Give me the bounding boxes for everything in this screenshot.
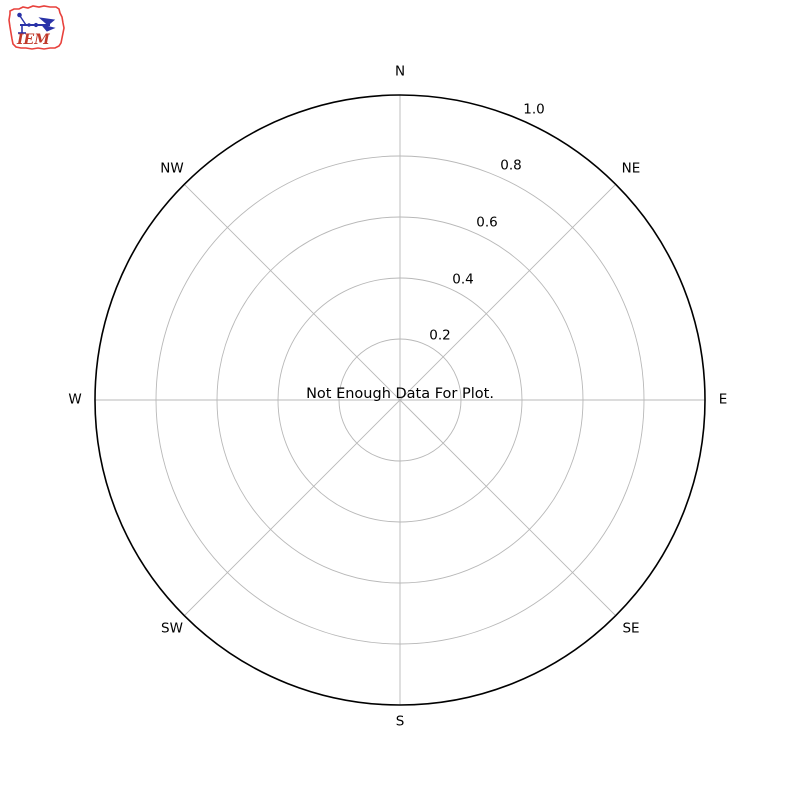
spoke-NW [183, 183, 401, 401]
dir-label-ne: NE [621, 160, 641, 177]
spoke-NE [399, 183, 617, 401]
polar-outer-spine [94, 94, 706, 706]
no-data-message: Not Enough Data For Plot. [306, 385, 494, 402]
radial-tick-0-2: 0.2 [429, 327, 451, 344]
spoke-SE [399, 399, 617, 617]
dir-label-se: SE [622, 620, 640, 637]
polar-grid-spokes [95, 95, 705, 705]
dir-label-s: S [395, 713, 405, 730]
radial-tick-0-4: 0.4 [452, 271, 474, 288]
spoke-SW [183, 399, 401, 617]
radial-tick-1-0: 1.0 [523, 101, 545, 118]
iem-logo[interactable]: IEM [6, 4, 68, 52]
iem-logo-text: IEM [16, 32, 50, 48]
radial-tick-0-8: 0.8 [500, 157, 522, 174]
radial-tick-0-6: 0.6 [476, 214, 498, 231]
anemometer-icon [17, 12, 56, 34]
dir-label-e: E [718, 391, 728, 408]
iem-logo-svg: IEM [8, 5, 65, 50]
dir-label-n: N [394, 63, 406, 80]
iowa-outline-icon [8, 5, 65, 50]
dir-label-sw: SW [161, 620, 183, 637]
dir-label-nw: NW [160, 160, 184, 177]
dir-label-w: W [68, 391, 82, 408]
